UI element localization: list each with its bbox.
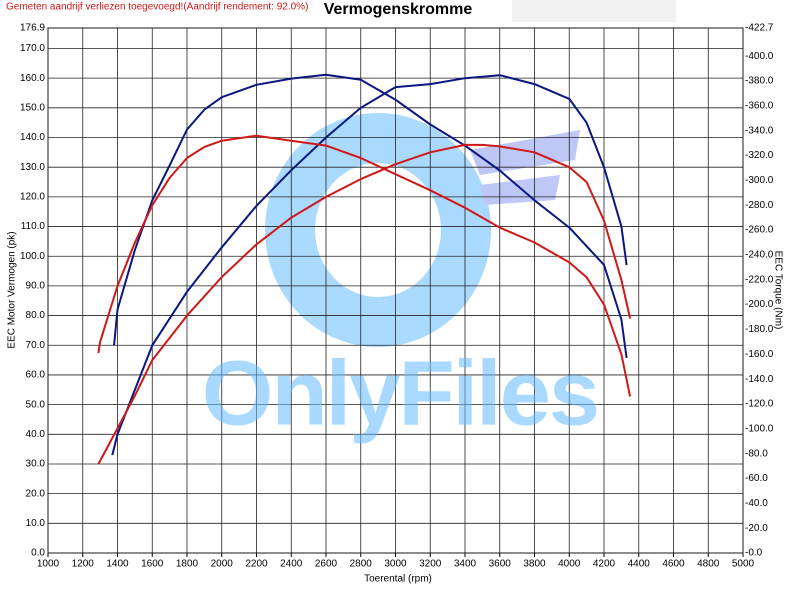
x-tick-label: 4000 [558, 559, 581, 570]
y2-tick-label: -160.0 [745, 349, 774, 360]
watermark-text: OnlyFiles [202, 342, 598, 444]
y-tick-label: 170.0 [20, 43, 45, 54]
y-tick-label: 110.0 [21, 221, 46, 232]
y2-tick-label: -120.0 [745, 399, 774, 410]
series-line [113, 73, 628, 359]
y2-tick-label: -380.0 [745, 76, 774, 87]
y2-tick-label: -40.0 [745, 498, 768, 509]
y-tick-label: 10.0 [26, 518, 46, 529]
x-tick-label: 1000 [37, 559, 60, 570]
y2-tick-label: -140.0 [745, 374, 774, 385]
x-tick-label: 1800 [176, 559, 199, 570]
y2-tick-label: -360.0 [745, 101, 774, 112]
y-tick-label: 90.0 [26, 281, 46, 292]
x-tick-label: 2400 [280, 559, 303, 570]
x-tick-label: 3000 [384, 559, 407, 570]
x-tick-label: 2000 [211, 559, 234, 570]
x-axis-label: Toerental (rpm) [364, 574, 432, 585]
y-tick-label: 140.0 [20, 132, 45, 143]
y-tick-label: 100.0 [20, 251, 45, 262]
y-tick-label: 120.0 [20, 192, 45, 203]
y-tick-label: 176.9 [20, 23, 45, 34]
chart-subtitle: Gemeten aandrijf verliezen toegevoegd!(A… [6, 2, 308, 13]
y-tick-label: 70.0 [26, 340, 46, 351]
y-tick-label: 80.0 [26, 310, 46, 321]
x-tick-label: 1400 [106, 559, 129, 570]
y-axis-label: EEC Motor Vermogen (pk) [7, 231, 18, 348]
x-tick-label: 3800 [523, 559, 546, 570]
x-tick-label: 2200 [245, 559, 268, 570]
y2-tick-label: -180.0 [745, 324, 774, 335]
y2-tick-label: -60.0 [745, 473, 768, 484]
x-tick-label: 3600 [489, 559, 512, 570]
y-tick-label: 160.0 [20, 73, 45, 84]
series-line [111, 74, 628, 456]
y-tick-label: 150.0 [20, 102, 45, 113]
x-tick-label: 2800 [350, 559, 373, 570]
x-tick-label: 5000 [732, 559, 755, 570]
x-tick-label: 3200 [419, 559, 442, 570]
x-tick-label: 3400 [454, 559, 477, 570]
x-tick-label: 1200 [72, 559, 95, 570]
y2-tick-label: -20.0 [745, 523, 768, 534]
y2-tick-label: -400.0 [745, 51, 774, 62]
y2-tick-label: -200.0 [745, 299, 774, 310]
y2-tick-label: -100.0 [745, 423, 774, 434]
y2-tick-label: -300.0 [745, 175, 774, 186]
y2-tick-label: -220.0 [745, 274, 774, 285]
y-tick-label: 20.0 [26, 488, 46, 499]
y-tick-label: 50.0 [26, 399, 46, 410]
y-tick-label: 60.0 [26, 370, 46, 381]
y2-tick-label: -0.0 [745, 548, 763, 559]
y2-tick-label: -240.0 [745, 250, 774, 261]
series-line [97, 134, 632, 397]
chart-title: Vermogenskromme [324, 1, 473, 18]
y2-axis-label: EEC Torque (Nm) [772, 251, 783, 330]
y2-tick-label: -422.7 [745, 23, 774, 34]
series-line [97, 143, 632, 465]
y-tick-label: 40.0 [26, 429, 46, 440]
y-tick-label: 130.0 [20, 162, 45, 173]
header-box [512, 0, 676, 22]
y-tick-label: 30.0 [26, 459, 46, 470]
y2-tick-label: -320.0 [745, 150, 774, 161]
y2-tick-label: -80.0 [745, 448, 768, 459]
x-tick-label: 4800 [697, 559, 720, 570]
y2-tick-label: -340.0 [745, 125, 774, 136]
x-tick-label: 4600 [662, 559, 685, 570]
x-tick-label: 1600 [141, 559, 164, 570]
y-tick-label: 0.0 [31, 548, 45, 559]
x-tick-label: 4400 [628, 559, 651, 570]
x-tick-label: 2600 [315, 559, 338, 570]
y2-tick-label: -280.0 [745, 200, 774, 211]
x-tick-label: 4200 [593, 559, 616, 570]
y2-tick-label: -260.0 [745, 225, 774, 236]
